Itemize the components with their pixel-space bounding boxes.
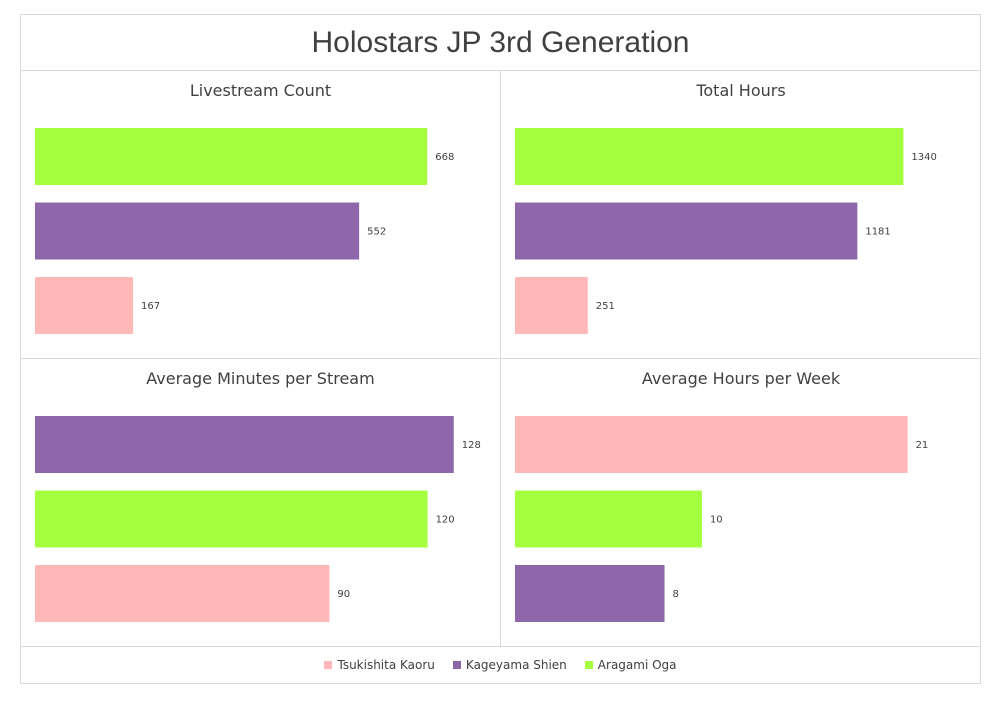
data-label: 251 bbox=[596, 301, 615, 312]
panel-average-hours-week: Average Hours per Week 21 10 8 bbox=[501, 359, 981, 647]
bar-kageyama-shien bbox=[515, 565, 665, 622]
bar-aragami-oga bbox=[515, 490, 702, 548]
bar-chart-total-hours: 1340 1181 251 bbox=[515, 128, 937, 334]
legend-item: Tsukishita Kaoru bbox=[324, 658, 435, 672]
panel-title: Average Hours per Week bbox=[641, 369, 841, 388]
bar-kageyama-shien bbox=[35, 202, 360, 260]
legend-swatch bbox=[324, 661, 333, 669]
legend: Tsukishita Kaoru Kageyama Shien Aragami Og… bbox=[21, 647, 980, 683]
bar-kageyama-shien bbox=[35, 416, 454, 473]
bar-tsukishita-kaoru bbox=[35, 277, 134, 334]
data-label: 167 bbox=[141, 301, 160, 312]
data-label: 10 bbox=[710, 515, 723, 526]
data-label: 668 bbox=[435, 152, 454, 163]
chart-frame: Holostars JP 3rd Generation Livestream C… bbox=[20, 14, 981, 684]
legend-label: Aragami Oga bbox=[597, 658, 677, 672]
legend-swatch bbox=[452, 661, 461, 669]
bar-chart-average-minutes: 128 120 90 bbox=[35, 416, 481, 622]
bar-aragami-oga bbox=[35, 128, 428, 185]
bar-tsukishita-kaoru bbox=[35, 565, 330, 622]
bar-chart-average-hours-week: 21 10 8 bbox=[515, 416, 929, 622]
chart-title: Holostars JP 3rd Generation bbox=[21, 15, 980, 71]
bar-kageyama-shien bbox=[515, 202, 858, 260]
panel-total-hours: Total Hours 1340 1181 251 bbox=[501, 71, 981, 359]
legend-label: Kageyama Shien bbox=[465, 658, 567, 672]
panel-title: Average Minutes per Stream bbox=[146, 369, 375, 388]
panel-average-minutes: Average Minutes per Stream 128 120 90 bbox=[21, 359, 501, 647]
bar-tsukishita-kaoru bbox=[515, 277, 588, 334]
panel-title: Livestream Count bbox=[189, 81, 332, 100]
data-label: 21 bbox=[916, 440, 929, 451]
legend-item: Kageyama Shien bbox=[452, 658, 567, 672]
data-label: 8 bbox=[673, 589, 679, 600]
panel-title: Total Hours bbox=[696, 81, 786, 100]
data-label: 1340 bbox=[911, 152, 936, 163]
bar-chart-livestream-count: 668 552 167 bbox=[35, 128, 454, 334]
data-label: 552 bbox=[367, 227, 386, 238]
data-label: 120 bbox=[436, 515, 455, 526]
bar-tsukishita-kaoru bbox=[515, 416, 908, 473]
bar-aragami-oga bbox=[35, 490, 428, 548]
data-label: 1181 bbox=[865, 227, 890, 238]
legend-swatch bbox=[584, 661, 593, 669]
legend-label: Tsukishita Kaoru bbox=[337, 658, 435, 672]
data-label: 90 bbox=[337, 589, 350, 600]
panel-livestream-count: Livestream Count 668 552 167 bbox=[21, 71, 501, 359]
bar-aragami-oga bbox=[515, 128, 904, 185]
data-label: 128 bbox=[462, 440, 481, 451]
legend-item: Aragami Oga bbox=[584, 658, 677, 672]
